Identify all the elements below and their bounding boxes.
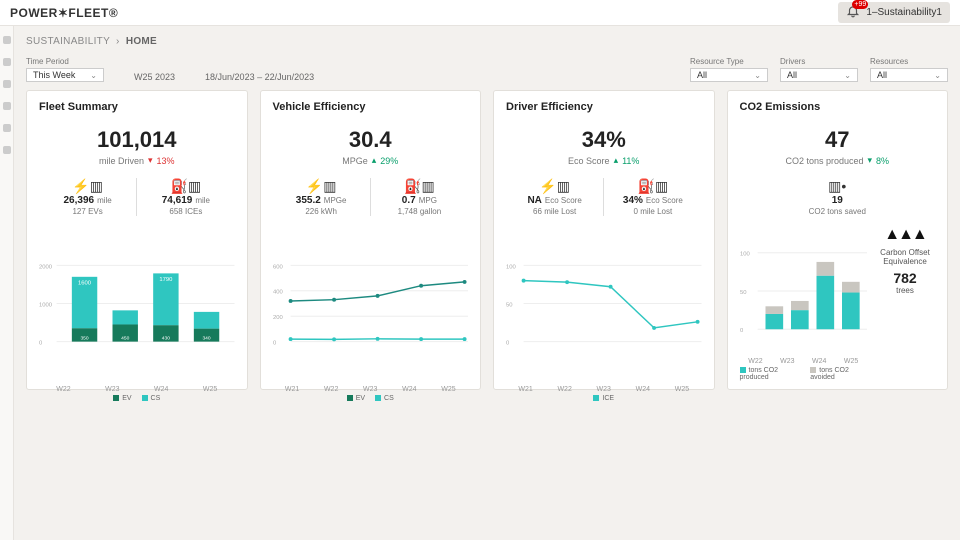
time-period-label: Time Period bbox=[26, 57, 104, 66]
chevron-down-icon: ⌄ bbox=[754, 71, 761, 80]
resources-dropdown[interactable]: All⌄ bbox=[870, 68, 948, 82]
svg-text:100: 100 bbox=[506, 264, 517, 270]
ev-icon: ⚡▥ bbox=[510, 178, 599, 194]
ev-icon: ⚡▥ bbox=[277, 178, 366, 194]
svg-text:430: 430 bbox=[162, 336, 170, 342]
co2-bar-chart: 0 50 100 bbox=[740, 226, 868, 356]
nav-icon[interactable] bbox=[3, 124, 11, 132]
svg-text:1790: 1790 bbox=[159, 277, 173, 283]
vehicle-line-chart: 0 200 400 600 bbox=[273, 226, 469, 381]
topbar: POWER✶FLEET® 1–Sustainability1 bbox=[0, 0, 960, 26]
svg-text:1000: 1000 bbox=[39, 302, 53, 308]
co2-icon: ▥• bbox=[744, 178, 932, 194]
filter-bar: Time Period This Week⌄ W25 2023 18/Jun/2… bbox=[26, 57, 948, 82]
resource-type-dropdown[interactable]: All⌄ bbox=[690, 68, 768, 82]
svg-text:400: 400 bbox=[273, 290, 284, 296]
resources-label: Resources bbox=[870, 57, 948, 66]
fleet-bar-chart: 0 1000 2000 1600 350 450 1790 430 340 bbox=[39, 226, 235, 381]
card-vehicle-efficiency: Vehicle Efficiency 30.4 MPGe ▴ 29% ⚡▥ 35… bbox=[260, 90, 482, 390]
breadcrumb: SUSTAINABILITY › HOME bbox=[26, 36, 948, 47]
resource-type-label: Resource Type bbox=[690, 57, 768, 66]
svg-text:1600: 1600 bbox=[78, 281, 92, 287]
driver-line-chart: 0 50 100 bbox=[506, 226, 702, 381]
card-title: CO2 Emissions bbox=[740, 101, 936, 113]
nav-icon[interactable] bbox=[3, 102, 11, 110]
svg-text:200: 200 bbox=[273, 315, 284, 321]
svg-text:50: 50 bbox=[506, 302, 513, 308]
nav-icon[interactable] bbox=[3, 146, 11, 154]
brand-logo: POWER✶FLEET® bbox=[10, 6, 118, 20]
fuel-icon: ⛽▥ bbox=[375, 178, 464, 194]
nav-icon[interactable] bbox=[3, 80, 11, 88]
card-title: Vehicle Efficiency bbox=[273, 101, 469, 113]
svg-text:100: 100 bbox=[740, 252, 751, 258]
svg-text:600: 600 bbox=[273, 264, 284, 270]
bell-icon bbox=[846, 4, 860, 21]
ev-icon: ⚡▥ bbox=[43, 178, 132, 194]
headline: 101,014 mile Driven ▾ 13% bbox=[39, 127, 235, 166]
chevron-down-icon: ⌄ bbox=[90, 71, 97, 80]
svg-text:450: 450 bbox=[121, 336, 129, 342]
svg-text:0: 0 bbox=[506, 341, 510, 347]
svg-text:0: 0 bbox=[39, 341, 43, 347]
tree-icon: ▲▲▲ bbox=[875, 226, 935, 244]
drivers-label: Drivers bbox=[780, 57, 858, 66]
card-driver-efficiency: Driver Efficiency 34% Eco Score ▴ 11% ⚡▥… bbox=[493, 90, 715, 390]
chevron-down-icon: ⌄ bbox=[844, 71, 851, 80]
card-title: Fleet Summary bbox=[39, 101, 235, 113]
delta-up-icon: ▴ bbox=[372, 155, 377, 166]
svg-text:0: 0 bbox=[273, 341, 277, 347]
svg-text:50: 50 bbox=[740, 290, 747, 296]
svg-text:0: 0 bbox=[740, 328, 744, 334]
nav-icon[interactable] bbox=[3, 58, 11, 66]
card-title: Driver Efficiency bbox=[506, 101, 702, 113]
week-label: W25 2023 bbox=[134, 72, 175, 82]
fuel-icon: ⛽▥ bbox=[141, 178, 230, 194]
workspace-selector[interactable]: 1–Sustainability1 bbox=[838, 2, 950, 23]
svg-text:340: 340 bbox=[202, 336, 210, 342]
nav-icon[interactable] bbox=[3, 36, 11, 44]
drivers-dropdown[interactable]: All⌄ bbox=[780, 68, 858, 82]
time-period-dropdown[interactable]: This Week⌄ bbox=[26, 68, 104, 82]
fuel-icon: ⛽▥ bbox=[608, 178, 697, 194]
card-co2-emissions: CO2 Emissions 47 CO2 tons produced ▾ 8% … bbox=[727, 90, 949, 390]
delta-down-icon: ▾ bbox=[868, 155, 873, 166]
delta-down-icon: ▾ bbox=[148, 155, 153, 166]
svg-text:2000: 2000 bbox=[39, 264, 53, 270]
card-fleet-summary: Fleet Summary 101,014 mile Driven ▾ 13% … bbox=[26, 90, 248, 390]
chevron-down-icon: ⌄ bbox=[934, 71, 941, 80]
workspace-label: 1–Sustainability1 bbox=[866, 7, 942, 18]
svg-text:350: 350 bbox=[80, 336, 88, 342]
date-range: 18/Jun/2023 – 22/Jun/2023 bbox=[205, 72, 314, 82]
carbon-offset-panel: ▲▲▲ Carbon Offset Equivalence 782 trees bbox=[875, 226, 935, 381]
delta-up-icon: ▴ bbox=[614, 155, 619, 166]
left-rail bbox=[0, 26, 14, 540]
